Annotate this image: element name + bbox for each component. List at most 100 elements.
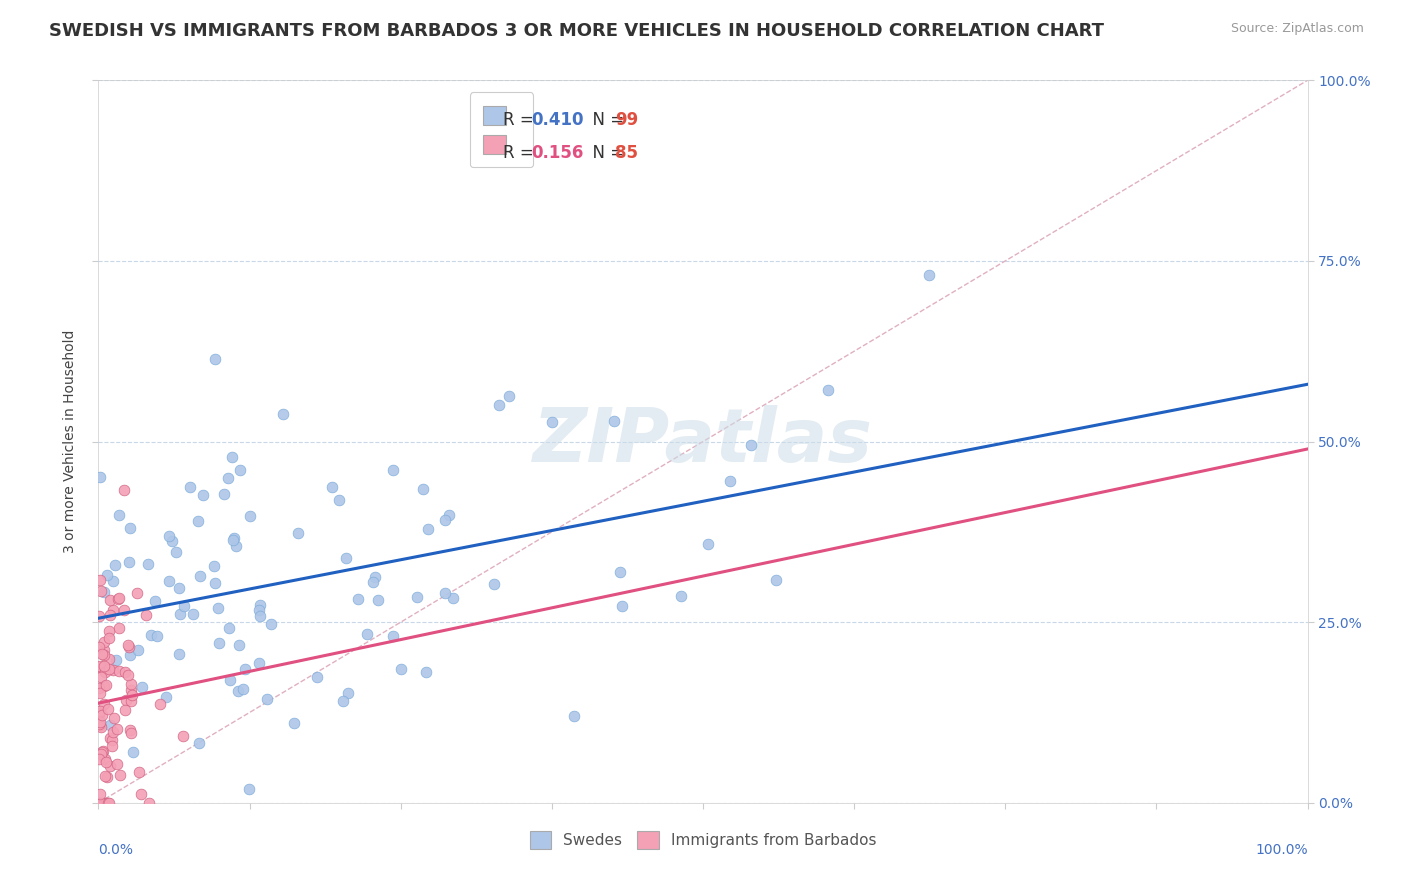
Point bbox=[765, 573, 787, 587]
Point bbox=[91, 648, 114, 662]
Text: 0.410: 0.410 bbox=[531, 111, 583, 128]
Text: N =: N = bbox=[582, 111, 630, 128]
Point bbox=[232, 681, 254, 696]
Point bbox=[562, 708, 585, 723]
Point bbox=[94, 678, 117, 692]
Point bbox=[247, 657, 270, 671]
Point bbox=[222, 531, 245, 545]
Point bbox=[226, 683, 249, 698]
Point bbox=[346, 591, 368, 606]
Point bbox=[120, 521, 142, 535]
Point bbox=[90, 720, 112, 734]
Text: 100.0%: 100.0% bbox=[1256, 843, 1308, 856]
Point bbox=[87, 796, 110, 810]
Text: 85: 85 bbox=[614, 144, 638, 161]
Point bbox=[98, 624, 121, 639]
Text: R =: R = bbox=[503, 111, 540, 128]
Point bbox=[328, 493, 350, 508]
Point bbox=[120, 683, 142, 698]
Point bbox=[89, 704, 111, 718]
Point bbox=[609, 565, 631, 579]
Point bbox=[110, 768, 132, 782]
Point bbox=[260, 616, 283, 631]
Point bbox=[101, 603, 124, 617]
Point bbox=[364, 570, 387, 584]
Point bbox=[165, 545, 187, 559]
Point bbox=[94, 752, 117, 766]
Point bbox=[89, 706, 111, 720]
Point bbox=[207, 601, 229, 615]
Point bbox=[498, 389, 520, 403]
Point bbox=[120, 726, 142, 740]
Point bbox=[669, 590, 692, 604]
Point bbox=[87, 717, 110, 731]
Point bbox=[434, 513, 457, 527]
Point bbox=[169, 607, 191, 622]
Point bbox=[233, 662, 256, 676]
Point bbox=[89, 714, 111, 729]
Point bbox=[94, 796, 117, 810]
Text: SWEDISH VS IMMIGRANTS FROM BARBADOS 3 OR MORE VEHICLES IN HOUSEHOLD CORRELATION : SWEDISH VS IMMIGRANTS FROM BARBADOS 3 OR… bbox=[49, 22, 1104, 40]
Point bbox=[120, 723, 142, 737]
Point bbox=[238, 782, 260, 797]
Point bbox=[249, 609, 271, 624]
Point bbox=[382, 463, 405, 477]
Point bbox=[90, 747, 112, 761]
Point bbox=[415, 665, 437, 679]
Point bbox=[283, 715, 305, 730]
Point bbox=[204, 352, 226, 367]
Point bbox=[221, 450, 243, 464]
Point bbox=[101, 739, 124, 753]
Point bbox=[121, 688, 143, 702]
Point bbox=[96, 796, 118, 810]
Point bbox=[228, 638, 250, 652]
Point bbox=[138, 796, 160, 810]
Point bbox=[433, 585, 456, 599]
Point bbox=[97, 796, 120, 810]
Text: N =: N = bbox=[582, 144, 630, 161]
Point bbox=[167, 647, 190, 661]
Point bbox=[139, 628, 162, 642]
Point bbox=[91, 744, 114, 758]
Point bbox=[307, 670, 329, 684]
Point bbox=[91, 744, 114, 758]
Point bbox=[93, 584, 115, 599]
Point bbox=[97, 652, 120, 666]
Point bbox=[93, 796, 115, 810]
Point bbox=[191, 488, 214, 502]
Point bbox=[145, 594, 167, 608]
Point bbox=[90, 708, 112, 723]
Point bbox=[367, 593, 389, 607]
Point bbox=[94, 665, 117, 679]
Point bbox=[416, 522, 439, 536]
Point bbox=[412, 483, 434, 497]
Point bbox=[94, 769, 117, 783]
Point bbox=[112, 483, 135, 497]
Text: 0.156: 0.156 bbox=[531, 144, 583, 161]
Y-axis label: 3 or more Vehicles in Household: 3 or more Vehicles in Household bbox=[63, 330, 77, 553]
Point bbox=[103, 725, 125, 739]
Point bbox=[188, 569, 211, 583]
Point bbox=[122, 745, 145, 759]
Point bbox=[89, 660, 111, 674]
Point bbox=[918, 268, 941, 282]
Point bbox=[114, 665, 136, 679]
Point bbox=[389, 662, 412, 676]
Point bbox=[87, 707, 110, 722]
Point bbox=[202, 559, 225, 574]
Point bbox=[610, 599, 633, 613]
Point bbox=[212, 487, 235, 501]
Point bbox=[89, 640, 111, 655]
Point bbox=[208, 636, 231, 650]
Point bbox=[93, 679, 115, 693]
Point bbox=[96, 567, 118, 582]
Point bbox=[439, 508, 461, 522]
Point bbox=[107, 592, 129, 607]
Point bbox=[117, 668, 139, 682]
Point bbox=[335, 551, 357, 566]
Point bbox=[204, 576, 226, 591]
Point bbox=[97, 702, 120, 716]
Point bbox=[332, 694, 354, 708]
Point bbox=[287, 525, 309, 540]
Point bbox=[87, 752, 110, 766]
